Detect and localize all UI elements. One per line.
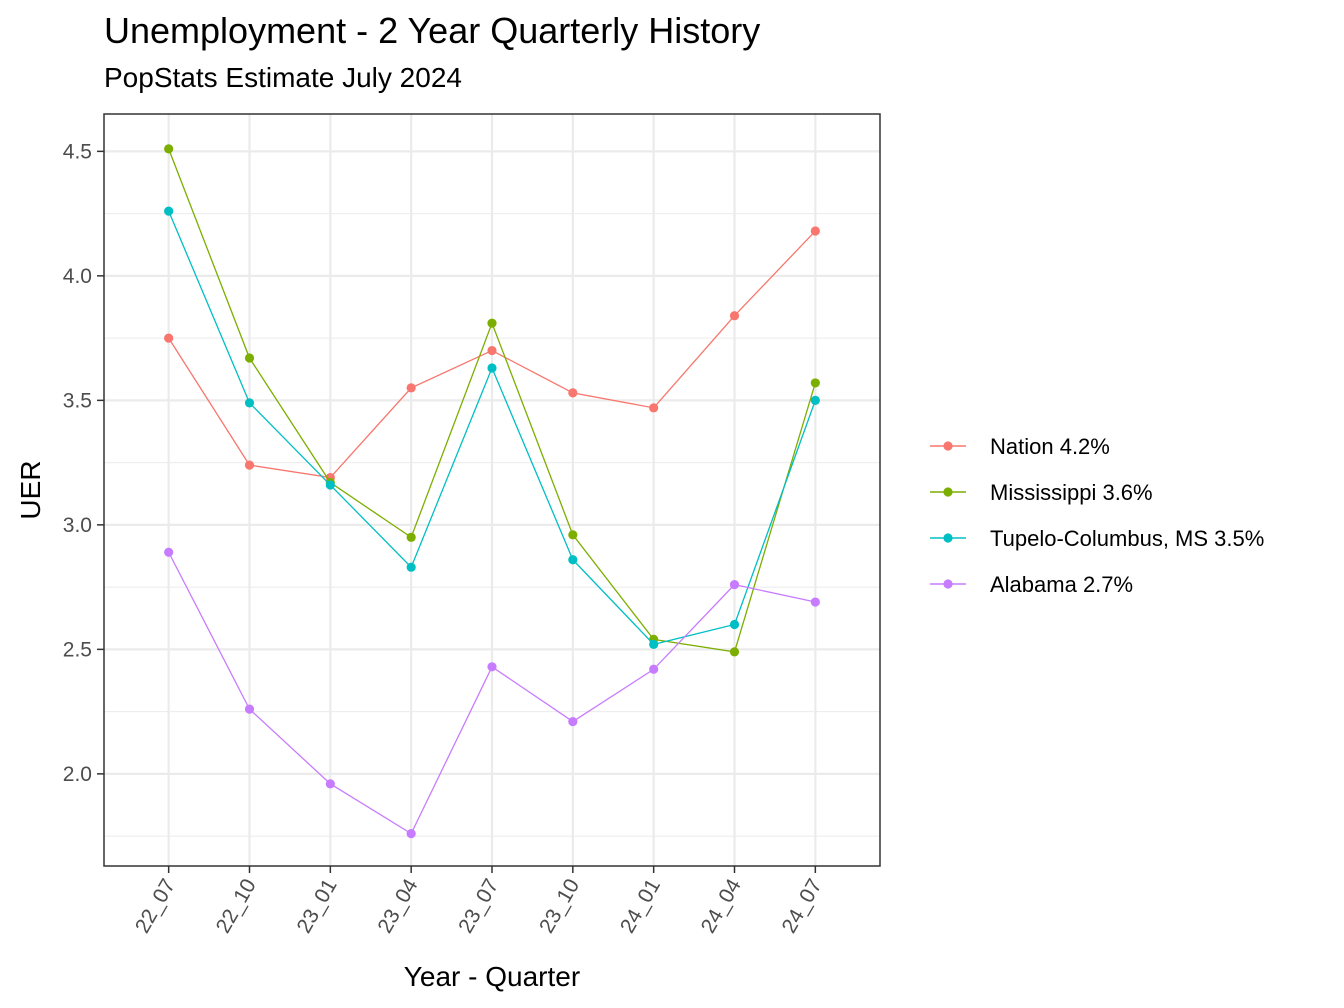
y-axis: 2.0 2.5 3.0 3.5 4.0 4.5 [63,140,104,786]
y-tick-label: 4.5 [63,140,92,163]
data-point [244,398,255,408]
data-point [810,395,820,405]
data-point [649,403,659,413]
x-tick-label: 22_10 [212,875,261,937]
data-point [729,619,740,630]
series-2 [164,144,820,657]
data-point [810,226,820,236]
x-tick-label: 23_10 [535,875,584,937]
data-point [164,333,174,343]
data-point [649,664,659,674]
data-point [729,580,740,590]
data-point [568,530,578,540]
data-point [729,647,740,657]
legend-label: Alabama 2.7% [990,572,1133,597]
data-point [164,206,174,216]
y-tick-label: 2.0 [63,763,92,786]
chart-title: Unemployment - 2 Year Quarterly History [104,10,761,51]
y-axis-title: UER [15,460,46,519]
legend: Nation 4.2% Mississippi 3.6% Tupelo-Columb… [930,434,1264,597]
legend-key-point [943,441,953,451]
data-point [406,532,416,542]
x-tick-label: 24_01 [616,875,665,937]
y-tick-label: 3.5 [63,389,92,412]
data-point [406,829,416,839]
legend-label: Mississippi 3.6% [990,480,1153,505]
major-gridlines [104,114,880,866]
data-point [729,311,740,321]
legend-key-point [943,533,953,543]
series-4 [164,547,820,839]
data-point [568,555,578,565]
data-point [325,480,335,490]
y-tick-label: 2.5 [63,638,92,661]
x-tick-label: 22_07 [131,875,180,937]
chart-subtitle: PopStats Estimate July 2024 [104,62,462,93]
series-1 [164,226,820,483]
data-point [406,383,416,393]
data-point [244,460,255,470]
legend-item: Tupelo-Columbus, MS 3.5% [930,526,1264,551]
data-point [487,363,497,373]
data-point [649,639,659,649]
data-point [487,318,497,328]
y-tick-label: 3.0 [63,514,92,537]
x-tick-label: 24_07 [778,875,827,937]
legend-label: Tupelo-Columbus, MS 3.5% [990,526,1264,551]
data-point [487,662,497,672]
data-point [487,345,497,356]
data-point [568,716,578,727]
legend-item: Mississippi 3.6% [930,480,1153,505]
data-point [164,144,174,154]
data-point [810,597,820,607]
legend-item: Alabama 2.7% [930,572,1133,597]
x-tick-label: 23_01 [293,875,342,937]
x-tick-label: 23_07 [454,875,503,937]
data-point [164,547,174,557]
legend-key-point [943,579,953,589]
x-axis: 22_07 22_10 23_01 23_04 23_07 23_10 24_01 24_04… [131,866,827,937]
x-tick-label: 24_04 [697,875,746,937]
data-point [568,388,578,398]
data-point [325,779,335,789]
y-tick-label: 4.0 [63,265,92,288]
legend-label: Nation 4.2% [990,434,1110,459]
legend-item: Nation 4.2% [930,434,1110,459]
data-point [244,704,255,714]
data-point [810,378,820,388]
series-3 [164,206,820,649]
data-point [244,353,255,363]
series-layer [164,144,820,839]
data-point [406,562,416,572]
x-tick-label: 23_04 [373,875,422,937]
x-axis-title: Year - Quarter [404,961,580,992]
legend-key-point [943,487,953,497]
